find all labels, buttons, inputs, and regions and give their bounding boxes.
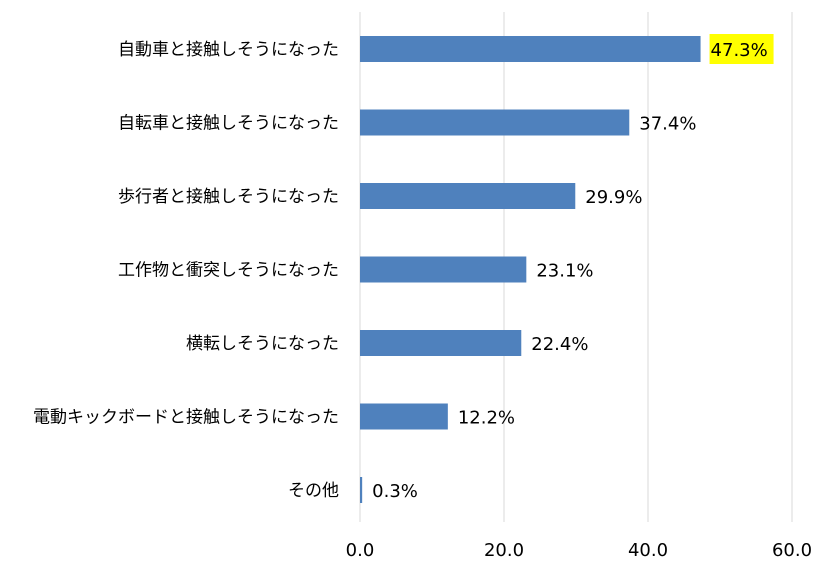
value-label: 29.9% bbox=[585, 187, 642, 208]
label-layer: 自動車と接触しそうになった 47.3% 自転車と接触しそうになった 37.4% 歩行者と… bbox=[33, 34, 774, 502]
tick-layer: 0.0 20.0 40.0 60.0 bbox=[346, 540, 812, 561]
value-label: 47.3% bbox=[711, 40, 768, 61]
category-label: 自動車と接触しそうになった bbox=[118, 40, 339, 60]
bar bbox=[360, 256, 527, 283]
value-label: 23.1% bbox=[536, 261, 593, 282]
x-tick-label: 0.0 bbox=[346, 540, 375, 561]
value-label-highlight bbox=[709, 34, 774, 64]
value-label: 22.4% bbox=[531, 334, 588, 355]
category-label: 横転しそうになった bbox=[186, 334, 339, 354]
value-label: 37.4% bbox=[639, 114, 696, 135]
x-tick-label: 20.0 bbox=[484, 540, 524, 561]
x-tick-label: 60.0 bbox=[772, 540, 812, 561]
category-label: 電動キックボードと接触しそうになった bbox=[33, 408, 339, 428]
value-label: 0.3% bbox=[372, 481, 418, 502]
category-label: 工作物と衝突しそうになった bbox=[118, 261, 339, 281]
x-tick-label: 40.0 bbox=[628, 540, 668, 561]
bar bbox=[360, 109, 630, 136]
value-label: 12.2% bbox=[458, 408, 515, 429]
bar-layer bbox=[360, 36, 701, 503]
bar bbox=[360, 36, 701, 62]
bar bbox=[360, 183, 576, 209]
category-label: その他 bbox=[288, 481, 339, 501]
category-label: 歩行者と接触しそうになった bbox=[118, 187, 339, 207]
bar bbox=[360, 477, 363, 503]
bar bbox=[360, 330, 522, 356]
bar bbox=[360, 403, 448, 430]
category-label: 自転車と接触しそうになった bbox=[118, 114, 339, 134]
